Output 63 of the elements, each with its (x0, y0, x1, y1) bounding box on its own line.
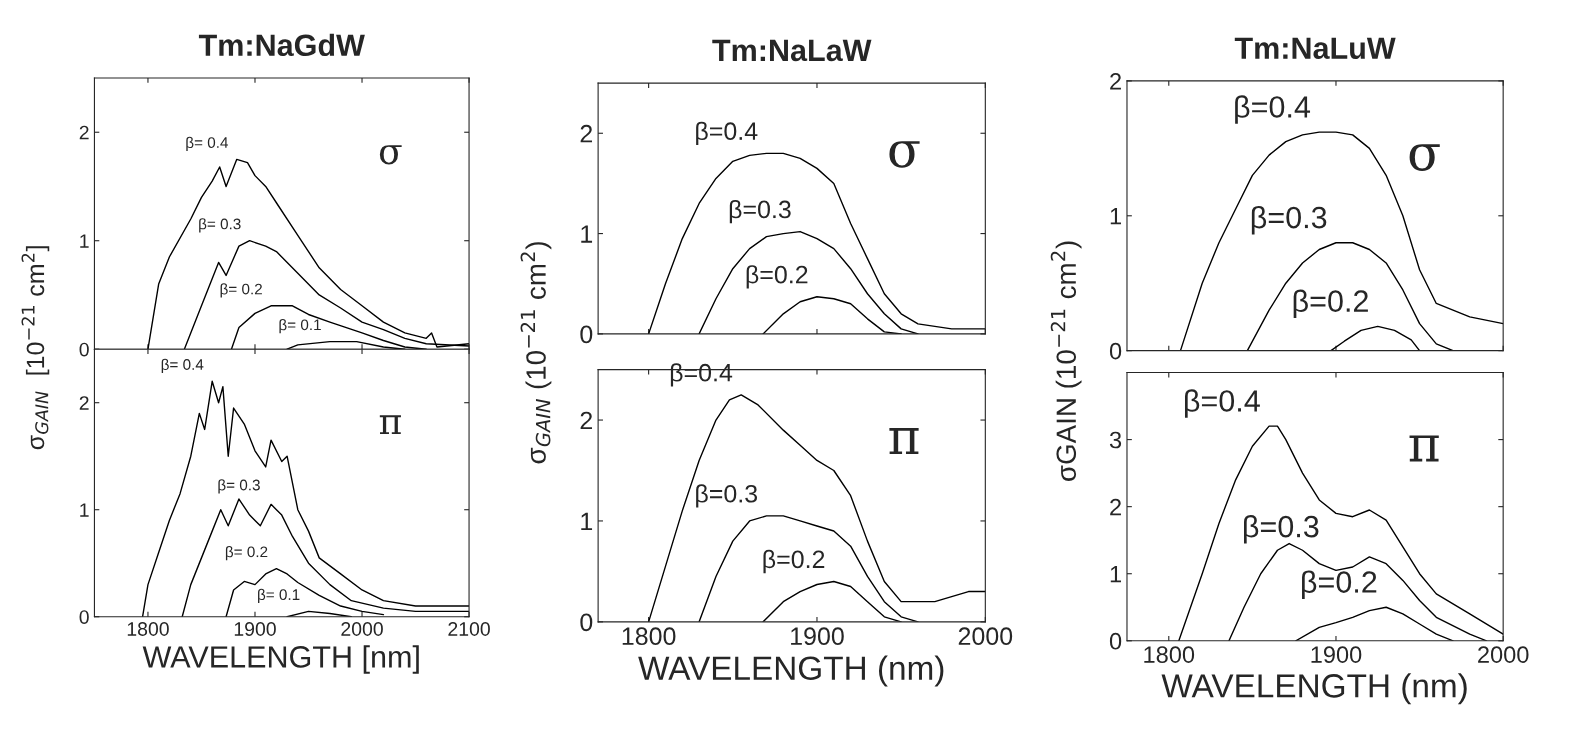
series-label: β= 0.3 (218, 479, 260, 494)
x-tick-label: 1900 (1311, 646, 1362, 663)
y-tick-label: 1 (581, 512, 593, 530)
series-label: β= 0.2 (225, 546, 268, 561)
y-tick-label: 0 (1109, 342, 1122, 360)
series-label: β=0.2 (746, 265, 808, 289)
y-tick-label: 0 (580, 613, 593, 632)
annotation: σ (1409, 144, 1440, 171)
x-tick-label: 2100 (448, 622, 490, 636)
y-axis-title: σGAIN (10$^{−21}$ cm$^{2}$) (1050, 241, 1082, 481)
chart-title: Tm:NaGdW (198, 33, 365, 57)
y-tick-label: 3 (1109, 431, 1122, 449)
series-label: β= 0.1 (279, 319, 321, 334)
series-label: β=0.3 (729, 199, 791, 224)
x-axis-title: WAVELENGTH (nm) (638, 655, 944, 687)
chart-title: Tm:NaLuW (1234, 37, 1396, 59)
y-tick-label: 0 (79, 610, 89, 624)
series-label: β=0.4 (1184, 389, 1260, 418)
annotation: π (1409, 435, 1439, 462)
y-tick-label: 1 (80, 234, 89, 248)
series-label: β=0.2 (1293, 289, 1368, 319)
annotation: σ (889, 141, 920, 168)
series-label: β= 0.4 (161, 358, 204, 373)
y-tick-label: 0 (79, 342, 89, 357)
y-tick-label: 2 (1110, 72, 1121, 90)
x-tick-label: 1800 (622, 627, 676, 646)
series-label: β=0.3 (1251, 205, 1327, 235)
series-label: β=0.3 (1244, 515, 1319, 544)
y-tick-label: 2 (1110, 498, 1121, 516)
x-tick-label: 2000 (958, 627, 1013, 646)
series-label: β=0.4 (1235, 95, 1311, 124)
series-label: β= 0.3 (199, 218, 241, 233)
y-tick-label: 2 (79, 396, 89, 410)
y-tick-label: 2 (580, 124, 592, 143)
y-axis-title: σ$_{GAIN}$ [10$^{−21}$ cm$^{2}$] (21, 246, 50, 450)
series-label: β=0.4 (696, 121, 758, 145)
chart-title: Tm:NaLaW (712, 39, 872, 62)
x-axis-title: WAVELENGTH [nm] (142, 645, 419, 674)
series-label: β= 0.1 (258, 588, 300, 604)
series-label: β= 0.4 (186, 136, 229, 152)
y-tick-label: 1 (80, 503, 89, 517)
y-axis-title: σ$_{GAIN}$ (10$^{−21}$ cm$^{2}$) (520, 242, 552, 464)
y-tick-label: 2 (79, 125, 89, 140)
x-tick-label: 2000 (1478, 646, 1529, 663)
x-axis-title: WAVELENGTH (nm) (1161, 673, 1467, 705)
annotation: σ (379, 145, 402, 165)
x-tick-label: 1900 (791, 627, 844, 646)
annotation: π (889, 428, 919, 455)
y-tick-label: 0 (580, 325, 593, 344)
y-tick-label: 1 (1110, 208, 1121, 225)
y-tick-label: 2 (580, 411, 592, 430)
series-label: β= 0.2 (220, 283, 262, 298)
series-label: β=0.2 (1302, 570, 1377, 599)
annotation: π (379, 415, 401, 435)
series-label: β=0.3 (696, 484, 758, 508)
y-tick-label: 1 (1110, 566, 1121, 583)
series-label: β=0.2 (763, 549, 825, 574)
x-tick-label: 1900 (234, 622, 276, 636)
x-tick-label: 1800 (127, 622, 169, 636)
x-tick-label: 1800 (1144, 646, 1195, 663)
y-tick-label: 1 (581, 225, 593, 243)
x-tick-label: 2000 (341, 622, 383, 636)
y-tick-label: 0 (1109, 632, 1122, 650)
